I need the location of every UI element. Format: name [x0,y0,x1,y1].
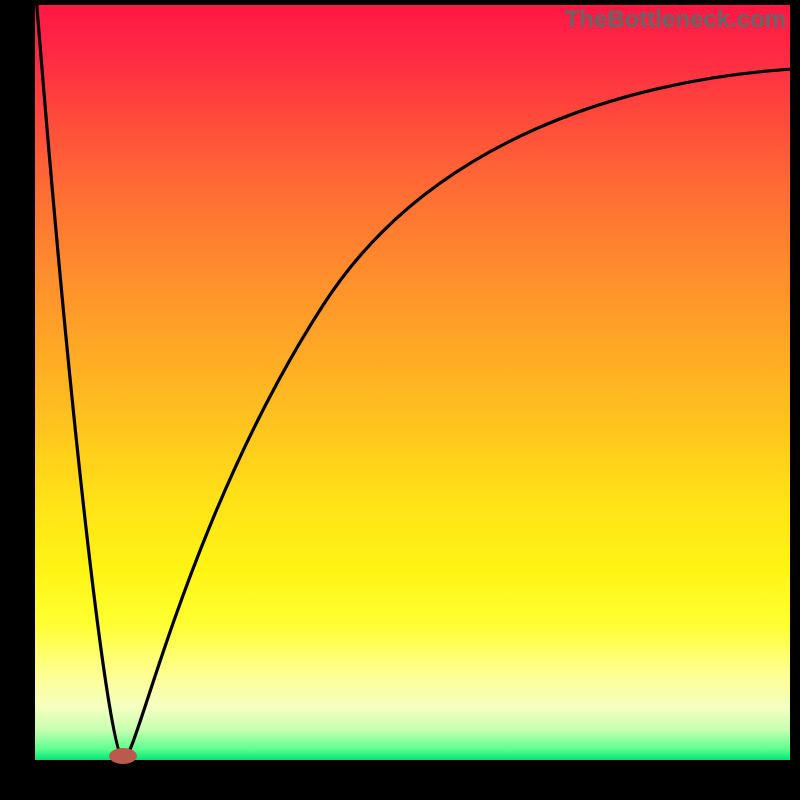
curve-layer [35,5,790,760]
bottleneck-curve [35,5,790,760]
chart-container: TheBottleneck.com [0,0,800,800]
notch-marker [109,748,137,764]
watermark-text: TheBottleneck.com [565,6,786,34]
plot-area [35,5,790,760]
